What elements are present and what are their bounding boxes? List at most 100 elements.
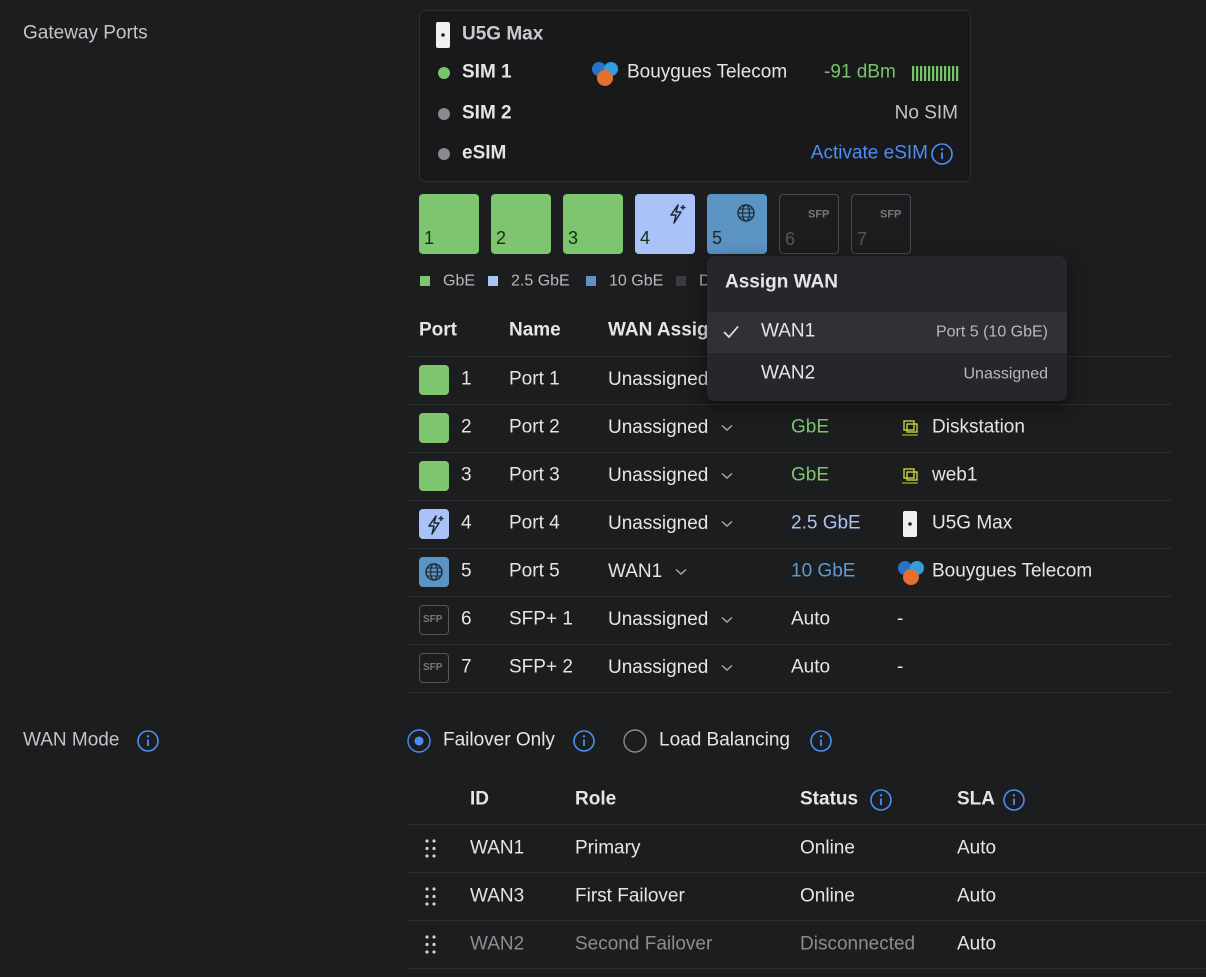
wan-value: Unassigned — [608, 465, 709, 486]
legend-label: 2.5 GbE — [511, 272, 570, 290]
port-icon: SFP — [419, 605, 449, 635]
info-icon — [1003, 789, 1025, 811]
legend-label: GbE — [443, 272, 476, 290]
option-detail: Port 5 (10 GbE) — [935, 323, 1048, 341]
menu-title: Assign WAN — [725, 271, 838, 293]
connected-device: U5G Max — [932, 512, 1013, 534]
port-tile[interactable]: 3 — [563, 194, 623, 254]
port-number: 1 — [424, 228, 435, 249]
menu-option[interactable]: WAN2 Unassigned — [707, 354, 1067, 395]
radio[interactable] — [407, 729, 431, 753]
drag-handle — [425, 887, 436, 906]
port-tile[interactable]: 6 SFP — [779, 194, 839, 254]
connected-device: web1 — [932, 464, 978, 486]
port-name: SFP+ 1 — [509, 608, 573, 630]
activate-esim[interactable]: Activate eSIM — [810, 142, 928, 164]
port-name: Port 3 — [509, 464, 560, 486]
wan-cell: Online — [800, 885, 855, 907]
connected-device: Bouygues Telecom — [932, 560, 1093, 582]
wan-cell: Auto — [957, 837, 997, 859]
port-number: 5 — [461, 560, 472, 582]
drag-handle — [425, 839, 436, 858]
row-divider — [407, 596, 1171, 597]
chevron-down — [721, 472, 733, 480]
device-icon — [902, 420, 918, 436]
row-divider — [407, 692, 1171, 693]
wan-cell: Auto — [957, 885, 997, 907]
wan-value: WAN1 — [608, 561, 663, 582]
section-label: Gateway Ports — [23, 22, 148, 44]
wan-select[interactable]: Unassigned — [608, 510, 778, 538]
sim-name: SIM 1 — [462, 61, 512, 83]
row-divider — [407, 404, 1171, 405]
carrier-logo — [592, 62, 618, 86]
port-tag: SFP — [808, 208, 830, 221]
row-divider — [407, 548, 1171, 549]
port-number: 4 — [640, 228, 651, 249]
port-tile[interactable]: 7 SFP — [851, 194, 911, 254]
wan-cell: Disconnected — [800, 933, 916, 955]
wan-select[interactable]: Unassigned — [608, 654, 778, 682]
port-number: 5 — [712, 228, 723, 249]
wan-select[interactable]: WAN1 — [608, 558, 778, 586]
port-name: Port 4 — [509, 512, 560, 534]
section-label: WAN Mode — [23, 729, 120, 751]
port-tag: SFP — [423, 614, 443, 625]
carrier-name: Bouygues Telecom — [627, 61, 788, 83]
port-number: 2 — [461, 416, 472, 438]
sim-name: eSIM — [462, 142, 507, 164]
port-icon — [419, 413, 449, 443]
option-name: WAN1 — [761, 320, 816, 342]
legend-label: D — [699, 272, 711, 290]
row-divider — [407, 644, 1171, 645]
wan-value: Unassigned — [608, 369, 709, 390]
port-icon — [419, 461, 449, 491]
signal-bars — [912, 66, 959, 81]
port-tile[interactable]: 5 — [707, 194, 767, 254]
port-speed: 10 GbE — [791, 560, 856, 582]
port-tile[interactable]: 1 — [419, 194, 479, 254]
port-icon — [419, 557, 449, 587]
port-tile[interactable]: 2 — [491, 194, 551, 254]
port-number: 6 — [461, 608, 472, 630]
port-name: SFP+ 2 — [509, 656, 573, 678]
connected-device: - — [897, 608, 904, 630]
port-name: Port 2 — [509, 416, 560, 438]
wan-value: Unassigned — [608, 657, 709, 678]
info-icon — [810, 730, 832, 752]
wan-cell: Primary — [575, 837, 641, 859]
table-header: SLA — [957, 788, 995, 810]
wan-select[interactable]: Unassigned — [608, 606, 778, 634]
wan-select[interactable]: Unassigned — [608, 462, 778, 490]
wan-cell: WAN1 — [470, 837, 525, 859]
row-divider — [407, 872, 1206, 873]
legend-swatch — [420, 276, 430, 286]
menu-option[interactable]: WAN1 Port 5 (10 GbE) — [707, 312, 1067, 353]
row-divider — [407, 500, 1171, 501]
port-glyph — [428, 515, 444, 535]
port-speed: Auto — [791, 608, 831, 630]
connected-device: - — [897, 656, 904, 678]
radio[interactable] — [623, 729, 647, 753]
radio-label[interactable]: Failover Only — [443, 729, 555, 751]
port-tile[interactable]: 4 — [635, 194, 695, 254]
wan-cell: Online — [800, 837, 855, 859]
radio-label[interactable]: Load Balancing — [659, 729, 790, 751]
info-icon — [137, 730, 159, 752]
row-divider — [407, 824, 1206, 825]
wan-select[interactable]: Unassigned — [608, 414, 778, 442]
port-name: Port 5 — [509, 560, 560, 582]
chevron-down — [721, 520, 733, 528]
port-speed: 2.5 GbE — [791, 512, 861, 534]
table-header: Name — [509, 319, 561, 341]
port-number: 3 — [568, 228, 579, 249]
wan-value: Unassigned — [608, 609, 709, 630]
port-number: 6 — [785, 229, 796, 250]
drag-handle — [425, 935, 436, 954]
wan-cell: WAN3 — [470, 885, 525, 907]
port-number: 3 — [461, 464, 472, 486]
port-number: 1 — [461, 368, 472, 390]
legend-swatch — [676, 276, 686, 286]
option-name: WAN2 — [761, 362, 816, 384]
